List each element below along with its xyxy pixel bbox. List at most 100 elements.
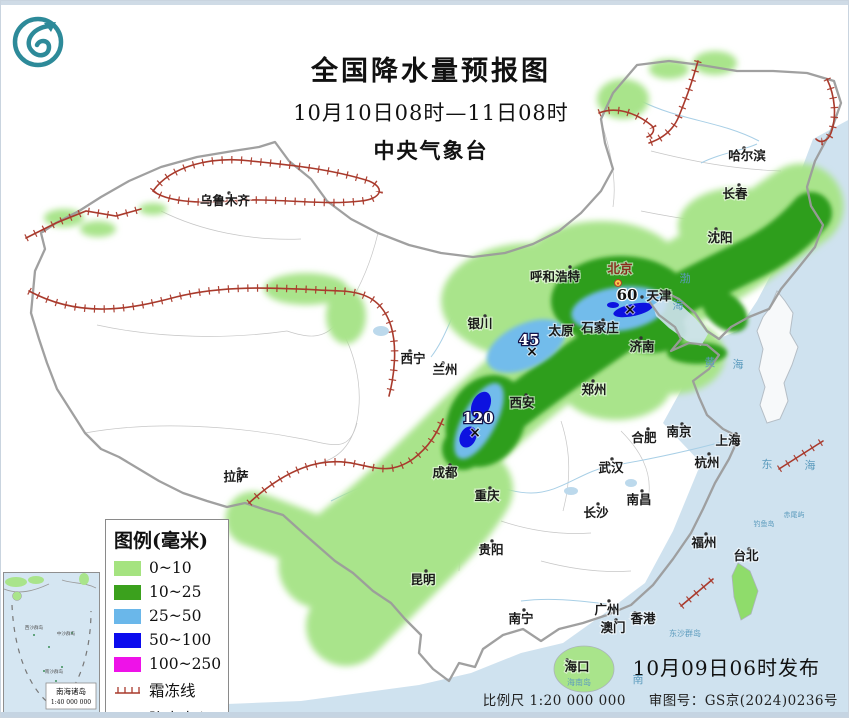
- city-长春: 长春: [721, 183, 749, 202]
- city-dot: [714, 227, 718, 231]
- city-dot: [237, 467, 241, 471]
- city-台北: 台北: [732, 547, 760, 564]
- city-dot: [633, 611, 637, 615]
- city-dot: [737, 183, 741, 187]
- city-dot: [747, 547, 751, 551]
- city-贵阳: 贵阳: [477, 539, 505, 558]
- hainan-island: [553, 645, 615, 693]
- city-label: 上海: [715, 433, 741, 448]
- cma-logo: [9, 13, 67, 71]
- city-label: 兰州: [432, 362, 457, 377]
- frost-line-label: 霜冻线: [149, 682, 196, 700]
- city-label: 济南: [629, 339, 655, 354]
- legend-row-100~250: 100~250: [114, 655, 221, 673]
- forecast-period: 10月10日08时—11日08时: [293, 101, 569, 125]
- legend-items: 0~10 10~25 25~50 50~100 100~250: [114, 559, 221, 673]
- sea-label: 东沙群岛: [669, 628, 701, 638]
- city-dot: [680, 422, 684, 426]
- city-西安: 西安: [508, 393, 536, 411]
- legend-range-label: 10~25: [149, 583, 202, 601]
- legend-row-50~100: 50~100: [114, 631, 220, 649]
- city-澳门: 澳门: [599, 618, 627, 636]
- sea-label: 东: [762, 458, 773, 471]
- city-南京: 南京: [665, 422, 693, 440]
- city-labels: 乌鲁木齐 哈尔滨长春沈阳 ★ 北京天津 呼和浩特银川 太原 石家庄济南西宁兰州郑州西安合肥南…: [199, 146, 767, 675]
- city-label: 杭州: [694, 455, 719, 470]
- sea-label: 海: [733, 357, 744, 371]
- legend-swatch: [114, 608, 141, 624]
- city-label: 银川: [467, 316, 492, 331]
- city-dot: [227, 191, 231, 195]
- legend-swatch: [114, 632, 141, 648]
- city-dot: [524, 393, 528, 397]
- city-label: 澳门: [600, 620, 625, 635]
- city-label: 天津: [646, 288, 672, 303]
- city-重庆: 重庆: [473, 486, 501, 504]
- taiwan-island: [731, 562, 759, 621]
- legend-swatch: [114, 584, 141, 600]
- city-label: 呼和浩特: [530, 269, 581, 284]
- city-济南: 济南: [628, 336, 656, 355]
- sea-label: 海: [673, 298, 684, 312]
- city-dot: [640, 489, 644, 493]
- city-label: 台北: [733, 548, 759, 563]
- city-呼和浩特: 呼和浩特: [529, 265, 582, 285]
- city-dot: [568, 265, 572, 269]
- city-福州: 福州: [689, 532, 718, 551]
- city-南昌: 南昌: [625, 489, 653, 508]
- city-dot: [565, 658, 569, 662]
- precip-center-mark: ×: [469, 425, 481, 441]
- city-西宁: 西宁: [399, 349, 427, 367]
- agency-name: 中央气象台: [373, 138, 489, 163]
- city-label: 沈阳: [707, 230, 732, 245]
- city-北京: ★ 北京: [606, 260, 634, 287]
- city-天津: 天津: [640, 287, 673, 304]
- city-dot: [490, 539, 494, 543]
- city-dot: [596, 502, 600, 506]
- precip-center-value: 45: [519, 331, 540, 349]
- frost-line-ticks: [647, 59, 702, 147]
- scale-text: 比例尺 1:20 000 000: [482, 693, 626, 709]
- legend-range-label: 0~10: [149, 559, 192, 577]
- inset-island-label: 中沙群岛: [57, 630, 76, 637]
- city-label: 合肥: [631, 430, 657, 445]
- city-dot: [704, 532, 708, 536]
- city-成都: 成都: [431, 463, 459, 481]
- city-dot: [571, 323, 575, 327]
- precip-center-value: 60: [617, 286, 638, 304]
- precip-center-value: 120: [462, 409, 493, 427]
- south-china-sea-inset: 西沙群岛 中沙群岛 南沙群岛 南海诸岛 1:40 000 000: [3, 572, 100, 717]
- release-time: 10月09日06时发布: [632, 656, 820, 680]
- city-上海: 上海: [714, 432, 742, 449]
- inset-island-label: 南沙群岛: [45, 668, 64, 675]
- legend-row-10~25: 10~25: [114, 583, 220, 601]
- city-哈尔滨: 哈尔滨: [727, 146, 767, 164]
- legend-range-label: 50~100: [149, 631, 212, 649]
- city-沈阳: 沈阳: [706, 227, 734, 246]
- sea-label: 赤尾屿: [784, 510, 805, 519]
- city-label: 哈尔滨: [728, 148, 766, 163]
- city-dot: [522, 608, 526, 612]
- china-border: [29, 59, 843, 683]
- city-label: 广州: [594, 602, 619, 617]
- city-label: 长春: [722, 186, 748, 201]
- bohai-sea-overlay: [653, 297, 708, 346]
- city-兰州: 兰州: [431, 361, 458, 378]
- map-titles: 全国降水量预报图 10月10日08时—11日08时 中央气象台: [226, 49, 636, 165]
- inset-scale: 1:40 000 000: [51, 699, 91, 706]
- city-dot: [639, 336, 643, 340]
- city-label: 乌鲁木齐: [200, 193, 251, 208]
- city-label: 福州: [690, 535, 716, 550]
- city-拉萨: 拉萨: [222, 467, 250, 485]
- legend-swatch: [114, 560, 141, 576]
- page-bottom-edge: [1, 712, 848, 717]
- city-杭州: 杭州: [693, 452, 721, 471]
- city-label: 石家庄: [580, 320, 619, 335]
- map-scale-line: 比例尺 1:20 000 000 审图号：GS京(2024)0236号: [483, 689, 838, 709]
- city-dot: [607, 599, 611, 603]
- legend-row-25~50: 25~50: [114, 607, 220, 625]
- city-广州: 广州: [593, 599, 621, 618]
- frost-line: [24, 59, 839, 609]
